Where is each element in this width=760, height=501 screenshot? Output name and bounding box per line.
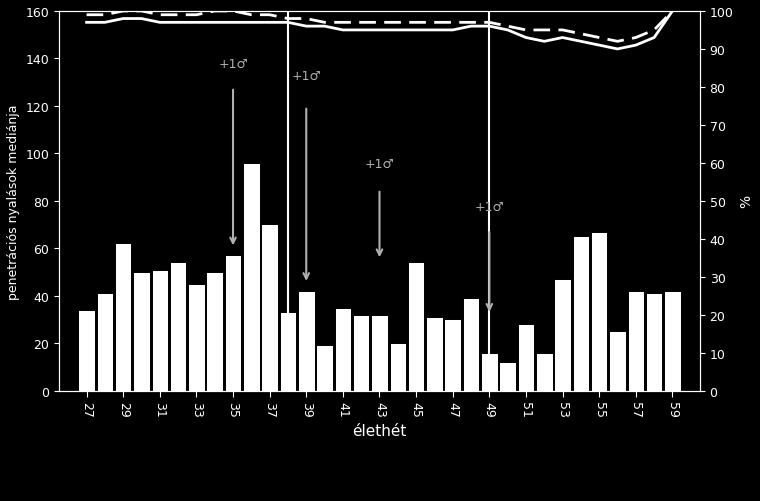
Bar: [628, 291, 644, 391]
Bar: [463, 299, 480, 391]
Bar: [151, 270, 168, 391]
Text: +1♂: +1♂: [365, 158, 394, 170]
Bar: [610, 332, 625, 391]
Bar: [225, 256, 241, 391]
Bar: [664, 291, 681, 391]
Bar: [97, 294, 113, 391]
Bar: [554, 280, 571, 391]
Bar: [481, 353, 498, 391]
Bar: [408, 263, 424, 391]
Bar: [572, 237, 589, 391]
Bar: [591, 232, 607, 391]
Bar: [646, 294, 663, 391]
Y-axis label: penetrációs nyalások mediánja: penetrációs nyalások mediánja: [7, 104, 20, 299]
Bar: [115, 244, 131, 391]
Bar: [426, 317, 442, 391]
Bar: [207, 273, 223, 391]
Bar: [353, 315, 369, 391]
Bar: [298, 291, 315, 391]
X-axis label: élethét: élethét: [353, 423, 407, 438]
Bar: [536, 353, 553, 391]
Bar: [372, 315, 388, 391]
Bar: [390, 343, 406, 391]
Text: +1♂: +1♂: [474, 200, 504, 213]
Bar: [243, 163, 260, 391]
Bar: [499, 362, 516, 391]
Text: +1♂: +1♂: [218, 58, 248, 71]
Bar: [261, 225, 278, 391]
Bar: [280, 313, 296, 391]
Y-axis label: %: %: [739, 195, 753, 208]
Bar: [316, 346, 333, 391]
Bar: [445, 320, 461, 391]
Bar: [334, 308, 351, 391]
Bar: [518, 325, 534, 391]
Bar: [78, 310, 95, 391]
Text: +1♂: +1♂: [291, 70, 321, 83]
Bar: [170, 263, 186, 391]
Bar: [133, 273, 150, 391]
Bar: [188, 284, 204, 391]
